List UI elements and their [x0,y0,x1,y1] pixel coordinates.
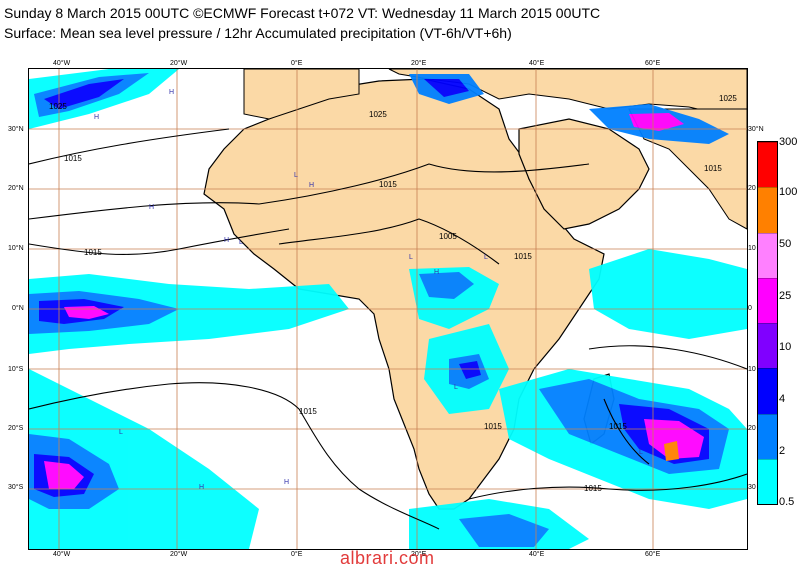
lat-label-left: 30°S [8,484,24,491]
isobar-label: 1005 [439,232,457,241]
lon-label-bottom: 0°E [291,551,303,558]
isobar-label: 1015 [514,252,532,261]
high-pressure-marker: H [94,114,99,121]
isobar-label: 1015 [704,164,722,173]
chart-title-line2: Surface: Mean sea level pressure / 12hr … [4,25,512,41]
low-pressure-marker: L [639,449,643,456]
lon-label-bottom: 40°E [529,551,545,558]
isobar-label: 1015 [84,248,102,257]
precip-orange [664,441,679,461]
lon-label-bottom: 40°W [53,551,71,558]
lon-label-bottom: 60°E [645,551,661,558]
land-europe [243,69,360,120]
precip-deepblue [424,79,469,97]
pressure-markers: H H H H H L L L L L H H H L L [94,89,643,491]
lon-label-bottom: 20°E [411,551,427,558]
lat-label-left: 10°S [8,366,24,373]
lat-label-left: 20°S [8,425,24,432]
lat-label-left: 30°N [8,126,24,133]
isobar-label: 1015 [584,484,602,493]
isobar-label: 1015 [64,154,82,163]
colorbar-segment [758,232,777,278]
colorbar-label: 300 [779,136,798,148]
forecast-map: 1025 1025 1025 1015 1015 1015 1015 1015 … [28,68,748,550]
lon-label-top: 0°E [291,60,303,67]
colorbar-label: 4 [779,393,786,405]
precip-blue [459,514,549,547]
colorbar-label: 10 [779,341,792,353]
high-pressure-marker: H [149,204,154,211]
lat-label-right: 10 [748,366,756,373]
colorbar-segment [758,368,777,414]
isobar-label: 1015 [299,407,317,416]
low-pressure-marker: L [239,239,243,246]
graticule [29,69,747,549]
colorbar-segment [758,142,777,188]
low-pressure-marker: L [294,172,298,179]
precip-magenta [629,113,684,131]
high-pressure-marker: H [224,237,229,244]
high-pressure-marker: H [199,484,204,491]
lon-label-bottom: 20°W [170,551,188,558]
isobars [29,128,747,530]
lon-label-top: 40°W [53,60,71,67]
low-pressure-marker: L [484,254,488,261]
lat-label-left: 0°N [12,305,24,312]
isobar-label: 1025 [719,94,737,103]
lat-label-right: 20 [748,185,756,192]
map-canvas: 1025 1025 1025 1015 1015 1015 1015 1015 … [29,69,747,549]
colorbar-segment [758,458,777,504]
colorbar-label: 100 [779,186,798,198]
isobar-label: 1025 [49,102,67,111]
isobar-label: 1015 [609,422,627,431]
colorbar-segment [758,187,777,233]
lat-label-right: 10 [748,245,756,252]
colorbar-segment [758,277,777,323]
lon-label-top: 20°W [170,60,188,67]
lat-label-left: 10°N [8,245,24,252]
lat-label-right: 20 [748,425,756,432]
colorbar-label: 25 [779,290,792,302]
isobar-label: 1025 [369,110,387,119]
high-pressure-marker: H [434,269,439,276]
high-pressure-marker: H [284,479,289,486]
lon-label-top: 60°E [645,60,661,67]
lat-label-left: 20°N [8,185,24,192]
isobar-label: 1015 [484,422,502,431]
lat-label-right: 0 [748,305,752,312]
colorbar-label: 0.5 [779,496,795,508]
watermark-text: albrari.com [340,548,435,568]
colorbar-label: 2 [779,445,786,457]
isobar-label: 1015 [379,180,397,189]
precipitation-colorbar [757,141,778,505]
precip-magenta [44,461,84,489]
precip-cyan [589,249,747,339]
low-pressure-marker: L [119,429,123,436]
lon-label-top: 40°E [529,60,545,67]
lat-label-right: 30 [748,484,756,491]
precip-cyan [29,274,349,354]
colorbar-label: 50 [779,238,792,250]
precipitation-areas [29,69,747,549]
precip-deepblue [459,361,481,379]
low-pressure-marker: L [409,254,413,261]
isobar-labels: 1025 1025 1025 1015 1015 1015 1015 1015 … [49,94,737,493]
colorbar-segment [758,323,777,369]
colorbar-segment [758,413,777,459]
low-pressure-marker: L [454,384,458,391]
chart-title-line1: Sunday 8 March 2015 00UTC ©ECMWF Forecas… [4,5,601,21]
high-pressure-marker: H [169,89,174,96]
lat-label-right: 30°N [748,126,764,133]
lon-label-top: 20°E [411,60,427,67]
precip-blue [419,272,474,299]
precip-deepblue [44,79,124,109]
high-pressure-marker: H [309,182,314,189]
